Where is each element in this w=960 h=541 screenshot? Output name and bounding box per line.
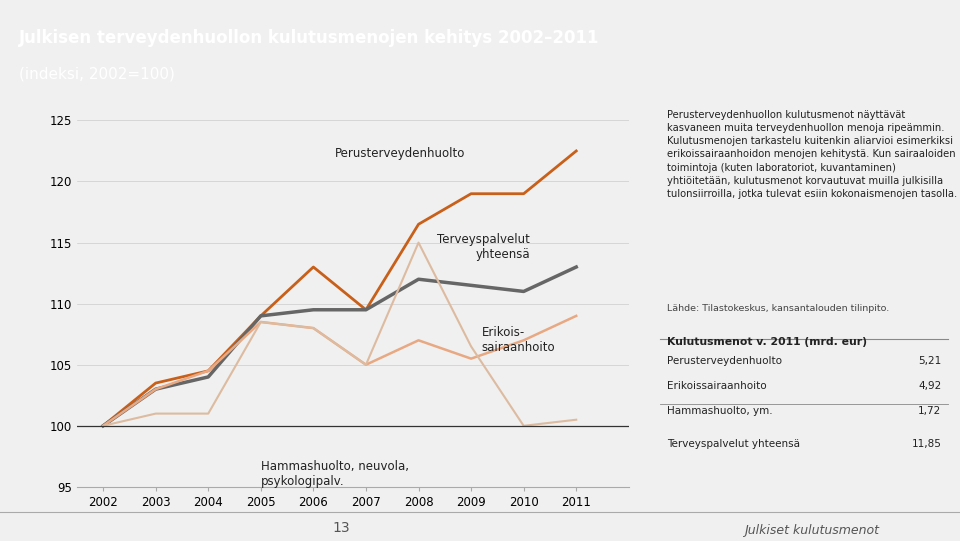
Text: Erikois-
sairaanhoito: Erikois- sairaanhoito bbox=[482, 326, 555, 354]
Text: 4,92: 4,92 bbox=[918, 381, 941, 391]
Text: Lähde: Tilastokeskus, kansantalouden tilinpito.: Lähde: Tilastokeskus, kansantalouden til… bbox=[666, 304, 889, 313]
Text: Perusterveydenhuolto: Perusterveydenhuolto bbox=[666, 356, 781, 366]
Text: Julkiset kulutusmenot: Julkiset kulutusmenot bbox=[744, 524, 878, 537]
Text: Julkisen terveydenhuollon kulutusmenojen kehitys 2002–2011: Julkisen terveydenhuollon kulutusmenojen… bbox=[19, 29, 600, 47]
Text: (indeksi, 2002=100): (indeksi, 2002=100) bbox=[19, 66, 175, 81]
Text: Kulutusmenot v. 2011 (mrd. eur): Kulutusmenot v. 2011 (mrd. eur) bbox=[666, 338, 867, 347]
Text: 1,72: 1,72 bbox=[918, 406, 941, 415]
Text: Terveyspalvelut
yhteensä: Terveyspalvelut yhteensä bbox=[437, 233, 530, 261]
Text: 5,21: 5,21 bbox=[918, 356, 941, 366]
Text: Erikoissairaanhoito: Erikoissairaanhoito bbox=[666, 381, 766, 391]
Text: 13: 13 bbox=[332, 522, 349, 536]
Text: 11,85: 11,85 bbox=[911, 439, 941, 449]
Text: Hammashuolto, ym.: Hammashuolto, ym. bbox=[666, 406, 773, 415]
Text: Perusterveydenhuolto: Perusterveydenhuolto bbox=[334, 147, 465, 160]
Text: Hammashuolto, neuvola,
psykologipalv.: Hammashuolto, neuvola, psykologipalv. bbox=[261, 460, 409, 488]
Text: Terveyspalvelut yhteensä: Terveyspalvelut yhteensä bbox=[666, 439, 800, 449]
Text: Perusterveydenhuollon kulutusmenot näyttävät kasvaneen muita terveydenhuollon me: Perusterveydenhuollon kulutusmenot näytt… bbox=[666, 110, 957, 199]
